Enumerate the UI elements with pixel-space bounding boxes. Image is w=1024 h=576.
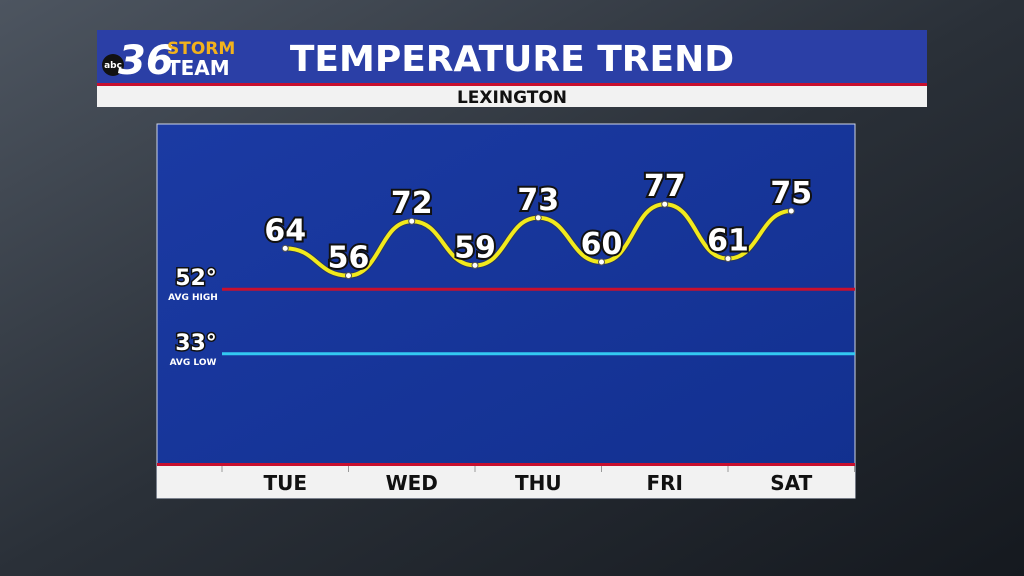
- header-rule: [97, 83, 927, 86]
- point: [281, 244, 289, 252]
- value-label: 60: [581, 227, 623, 262]
- x-tick-label: FRI: [646, 471, 683, 495]
- value-label: 56: [328, 241, 370, 276]
- point: [661, 200, 669, 208]
- value-label: 73: [517, 183, 559, 218]
- value-label: 59: [454, 230, 496, 265]
- value-label: 77: [644, 169, 686, 204]
- reference-value: 52°: [175, 266, 217, 291]
- logo-line2: TEAM: [167, 56, 230, 80]
- value-label: 61: [707, 224, 749, 259]
- x-tick-label: SAT: [770, 471, 812, 495]
- point: [471, 261, 479, 269]
- plot-rule: [157, 463, 855, 466]
- logo-badge: [102, 54, 124, 76]
- x-tick-label: THU: [515, 471, 562, 495]
- logo-badge-text: abc: [104, 61, 122, 71]
- value-label: 64: [264, 213, 306, 248]
- logo-line1: STORM: [167, 39, 235, 59]
- point: [724, 255, 732, 263]
- point: [345, 272, 352, 280]
- reference-name: AVG LOW: [170, 358, 217, 368]
- point: [598, 258, 605, 266]
- x-tick-label: WED: [386, 471, 438, 495]
- reference-name: AVG HIGH: [168, 293, 218, 303]
- logo-number: 36: [118, 38, 174, 84]
- point: [534, 214, 542, 222]
- point: [408, 217, 416, 225]
- reference-value: 33°: [175, 331, 217, 356]
- plot-panel: [156, 123, 856, 499]
- location: LEXINGTON: [457, 88, 567, 108]
- header-bar: [97, 30, 927, 83]
- title: TEMPERATURE TREND: [290, 39, 734, 80]
- location-bar: [97, 86, 927, 107]
- value-label: 72: [391, 186, 433, 221]
- day-bar: [157, 466, 855, 498]
- x-tick-label: TUE: [263, 471, 307, 495]
- point: [787, 207, 795, 215]
- value-label: 75: [770, 176, 812, 211]
